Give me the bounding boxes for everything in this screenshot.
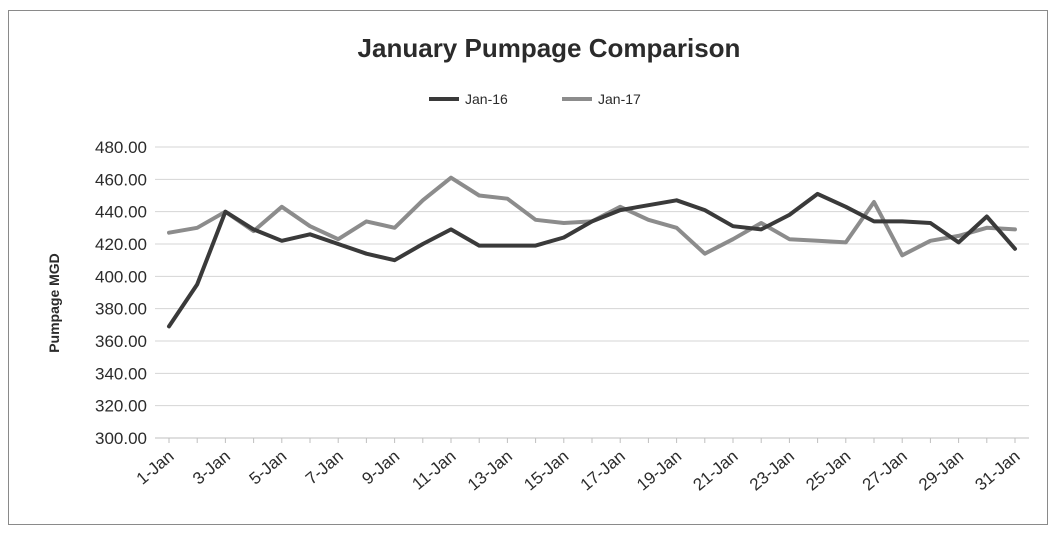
y-axis-label: Pumpage MGD xyxy=(46,253,62,353)
y-tick-label: 460.00 xyxy=(95,170,147,189)
y-tick-label: 340.00 xyxy=(95,364,147,383)
y-tick-label: 440.00 xyxy=(95,203,147,222)
x-tick-label: 19-Jan xyxy=(633,447,685,495)
x-tick-label: 3-Jan xyxy=(189,447,234,489)
x-tick-label: 31-Jan xyxy=(972,447,1024,495)
x-tick-label: 25-Jan xyxy=(802,447,854,495)
x-tick-label: 23-Jan xyxy=(746,447,798,495)
x-tick-label: 11-Jan xyxy=(409,447,460,494)
x-tick-label: 27-Jan xyxy=(859,447,911,495)
series-line-jan-16 xyxy=(167,191,1017,329)
x-tick-label: 15-Jan xyxy=(520,447,572,495)
x-tick-label: 5-Jan xyxy=(246,447,291,489)
x-tick-label: 9-Jan xyxy=(358,447,403,489)
series-lines xyxy=(167,175,1017,329)
y-tick-label: 480.00 xyxy=(95,138,147,157)
legend-label: Jan-17 xyxy=(598,91,641,107)
y-tick-label: 360.00 xyxy=(95,332,147,351)
chart-frame: January Pumpage Comparison Jan-16 Jan-17 … xyxy=(8,10,1048,525)
y-tick-label: 420.00 xyxy=(95,235,147,254)
y-tick-label: 320.00 xyxy=(95,397,147,416)
gridlines xyxy=(155,146,1029,439)
y-axis-ticks: 300.00 320.00 340.00 360.00 380.00 400.00 420.… xyxy=(95,138,147,448)
x-tick-label: 17-Jan xyxy=(577,447,629,495)
y-tick-label: 300.00 xyxy=(95,429,147,448)
x-tick-label: 1-Jan xyxy=(133,447,178,489)
chart-title: January Pumpage Comparison xyxy=(358,33,741,63)
x-tick-label: 7-Jan xyxy=(302,447,347,489)
legend: Jan-16 Jan-17 xyxy=(429,91,641,107)
x-axis-ticks: 1-Jan 3-Jan 5-Jan 7-Jan 9-Jan 11-Jan 13-Jan 15-… xyxy=(133,447,1024,495)
y-tick-label: 400.00 xyxy=(95,267,147,286)
x-axis xyxy=(155,437,1029,443)
legend-label: Jan-16 xyxy=(465,91,508,107)
chart-svg: January Pumpage Comparison Jan-16 Jan-17 … xyxy=(46,33,1029,495)
y-tick-label: 380.00 xyxy=(95,300,147,319)
x-tick-label: 13-Jan xyxy=(464,447,516,495)
x-tick-label: 29-Jan xyxy=(915,447,967,495)
x-tick-label: 21-Jan xyxy=(690,447,742,495)
